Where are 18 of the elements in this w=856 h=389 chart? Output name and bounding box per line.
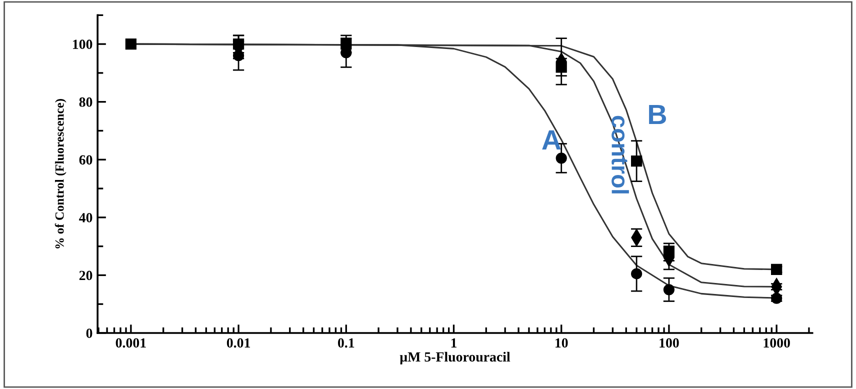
y-tick-label: 40 [79, 213, 92, 222]
y-tick-label: 60 [79, 155, 92, 165]
x-tick-label: 1 [451, 338, 456, 348]
y-tick-label: 0 [86, 328, 92, 338]
x-tick-label: 0.1 [338, 338, 354, 348]
x-tick-label: 0.001 [116, 338, 146, 348]
y-tick-label: 80 [79, 97, 92, 107]
y-tick-label: 100 [73, 40, 92, 50]
x-tick-label: 0.01 [226, 338, 250, 348]
annotation: B [649, 104, 666, 124]
x-tick-label: 100 [660, 338, 679, 348]
y-tick-label: 20 [79, 270, 92, 280]
x-tick-label: 1000 [764, 338, 790, 348]
annotation: A [542, 130, 561, 150]
x-tick-label: 10 [556, 338, 568, 348]
y-axis-title: % of Control (Fluorescence) [54, 99, 66, 248]
x-axis-title: µM 5-Fluorouracil [400, 352, 510, 364]
annotation: control [612, 116, 629, 194]
